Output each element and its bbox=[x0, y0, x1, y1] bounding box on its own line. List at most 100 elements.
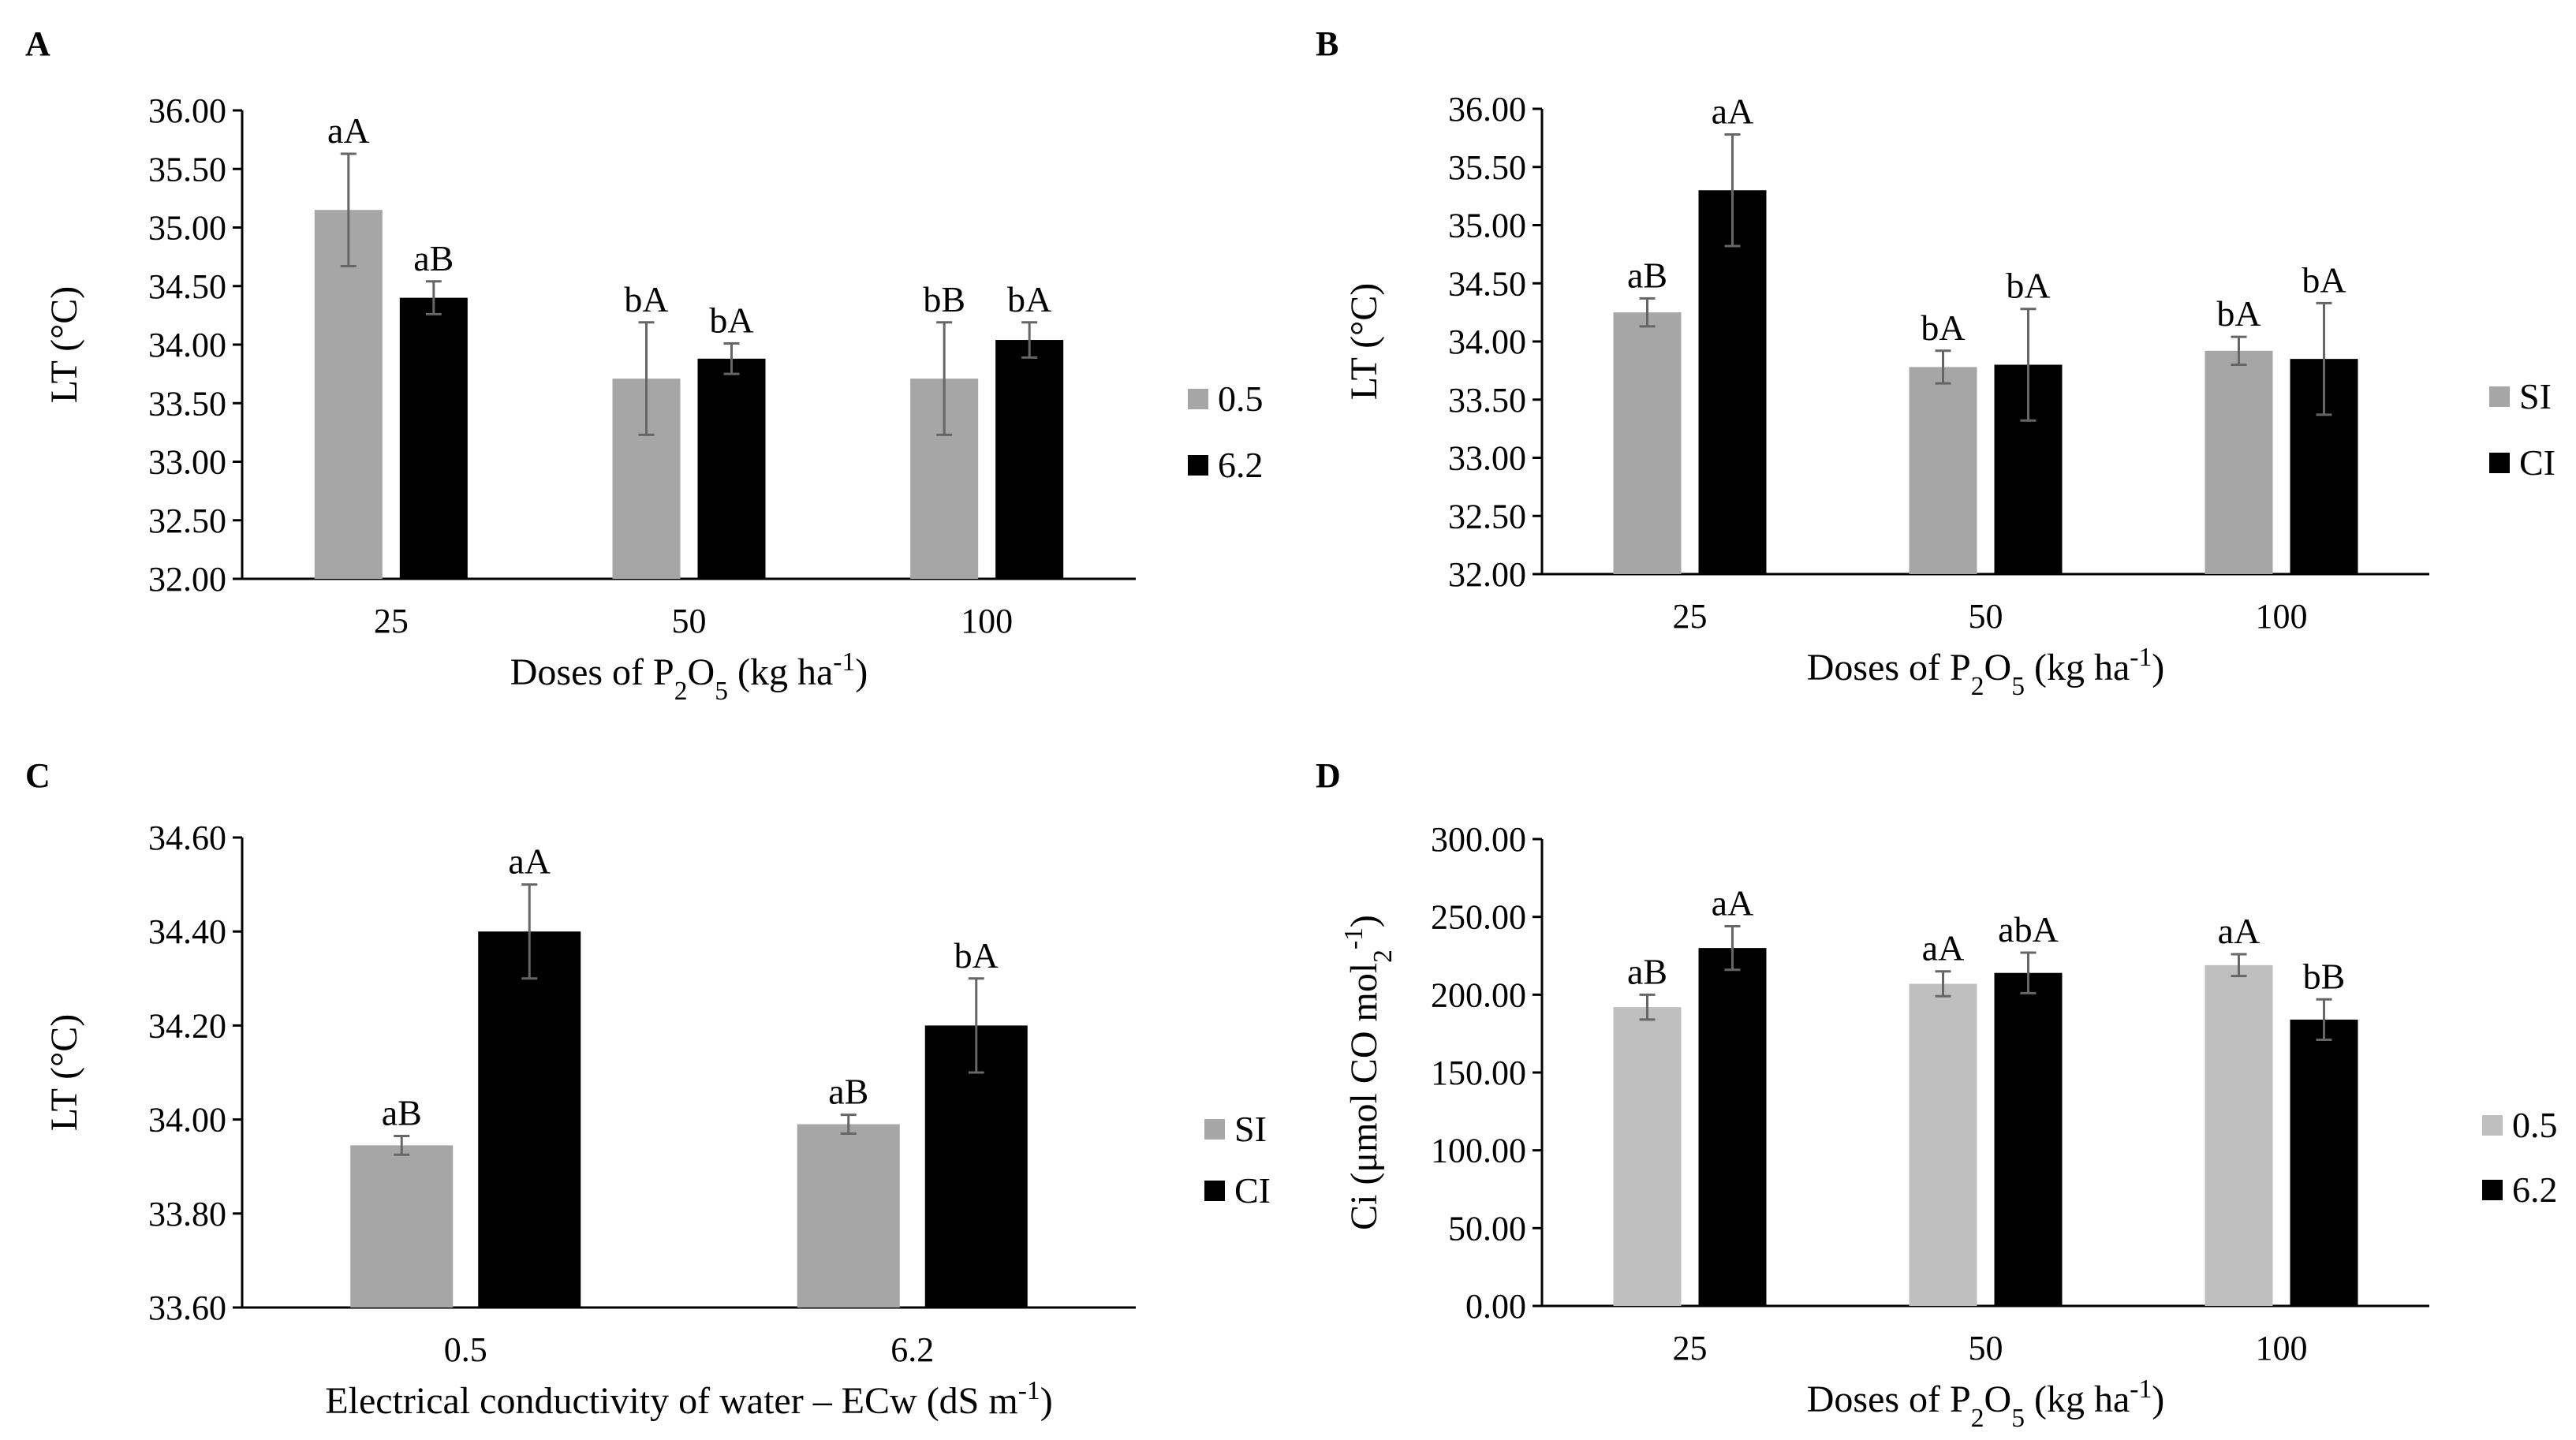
y-axis-title: Ci (μmol CO mol2-1) bbox=[1339, 915, 1398, 1230]
y-tick-label: 33.00 bbox=[148, 443, 226, 482]
y-tick-label: 32.50 bbox=[1448, 497, 1526, 535]
bar bbox=[2205, 964, 2273, 1306]
y-tick-label: 36.00 bbox=[1448, 90, 1526, 129]
y-tick-label: 32.50 bbox=[148, 502, 226, 540]
legend-swatch bbox=[2489, 453, 2510, 473]
y-tick-label: 34.60 bbox=[148, 819, 226, 857]
chart-panel-a: A 32.00 32.50 33.00 33.50 34.00 34.50 35.00 35.5… bbox=[25, 24, 1264, 706]
bar bbox=[1909, 367, 1977, 574]
y-tick-label: 50.00 bbox=[1448, 1209, 1526, 1248]
y-tick-label: 36.00 bbox=[148, 91, 226, 130]
y-tick-label: 33.80 bbox=[148, 1195, 226, 1233]
significance-label: bB bbox=[923, 279, 965, 319]
panel-letter: A bbox=[25, 24, 50, 63]
x-tick-label: 50 bbox=[1969, 597, 2003, 636]
x-tick-label: 50 bbox=[1969, 1329, 2003, 1367]
legend-label: SI bbox=[2519, 376, 2552, 416]
y-tick-label: 33.60 bbox=[148, 1289, 226, 1327]
significance-label: bA bbox=[624, 279, 668, 319]
y-axis-title: LT (°C) bbox=[43, 286, 85, 404]
significance-label: aB bbox=[1627, 951, 1667, 991]
x-tick-label: 25 bbox=[374, 602, 409, 640]
x-tick-label: 100 bbox=[961, 602, 1013, 640]
y-axis-title: LT (°C) bbox=[1343, 283, 1385, 401]
y-tick-label: 32.00 bbox=[148, 560, 226, 599]
significance-label: aA bbox=[327, 110, 370, 151]
bar bbox=[1698, 190, 1767, 574]
y-tick-label: 34.50 bbox=[1448, 264, 1526, 303]
legend-swatch bbox=[1204, 1181, 1225, 1201]
y-tick-label: 34.00 bbox=[1448, 323, 1526, 361]
bar bbox=[399, 297, 468, 579]
significance-label: bA bbox=[1921, 308, 1965, 348]
bar bbox=[350, 1145, 454, 1308]
y-tick-label: 250.00 bbox=[1431, 898, 1526, 937]
bar bbox=[1613, 1007, 1682, 1306]
bar bbox=[314, 210, 383, 579]
y-tick-label: 32.00 bbox=[1448, 555, 1526, 594]
panel-letter: D bbox=[1316, 756, 1341, 795]
x-tick-label: 25 bbox=[1673, 1329, 1708, 1367]
significance-label: bA bbox=[709, 300, 753, 341]
chart-panel-c: C 33.60 33.80 34.00 34.20 34.40 34.60 LT (°C) aB… bbox=[25, 756, 1271, 1422]
y-tick-label: 150.00 bbox=[1431, 1054, 1526, 1092]
significance-label: aB bbox=[413, 238, 454, 278]
bar bbox=[2205, 350, 2273, 574]
bar bbox=[1994, 972, 2063, 1306]
y-tick-label: 35.50 bbox=[148, 150, 226, 188]
significance-label: bA bbox=[2302, 259, 2346, 300]
legend-label: 6.2 bbox=[2512, 1170, 2558, 1210]
significance-label: bA bbox=[2006, 266, 2050, 306]
x-tick-label: 0.5 bbox=[444, 1330, 487, 1369]
bar bbox=[697, 358, 766, 579]
legend-label: CI bbox=[2519, 442, 2555, 483]
y-tick-label: 33.50 bbox=[1448, 381, 1526, 420]
bar bbox=[797, 1124, 900, 1308]
y-tick-label: 100.00 bbox=[1431, 1132, 1526, 1170]
y-tick-label: 200.00 bbox=[1431, 976, 1526, 1014]
legend-swatch bbox=[2482, 1180, 2503, 1200]
bar bbox=[2290, 1019, 2358, 1306]
legend-swatch bbox=[1188, 455, 1208, 476]
significance-label: abA bbox=[1998, 909, 2059, 949]
x-tick-label: 6.2 bbox=[890, 1330, 934, 1369]
significance-label: aA bbox=[1922, 928, 1965, 968]
bar bbox=[478, 931, 581, 1308]
y-tick-label: 35.00 bbox=[1448, 207, 1526, 245]
legend-label: SI bbox=[1234, 1109, 1267, 1149]
significance-label: aB bbox=[828, 1072, 868, 1112]
y-tick-label: 34.40 bbox=[148, 912, 226, 951]
significance-label: bA bbox=[1007, 279, 1051, 319]
legend-label: 0.5 bbox=[1218, 379, 1264, 419]
significance-label: bA bbox=[954, 935, 999, 976]
y-tick-label: 300.00 bbox=[1431, 820, 1526, 859]
legend-swatch bbox=[1188, 389, 1208, 409]
chart-panel-b: B 32.00 32.50 33.00 33.50 34.00 34.50 35.00 35.5… bbox=[1316, 24, 2555, 701]
legend-swatch bbox=[2482, 1115, 2503, 1136]
panel-letter: C bbox=[25, 756, 50, 795]
significance-label: aA bbox=[2218, 911, 2261, 951]
y-tick-label: 33.50 bbox=[148, 384, 226, 423]
legend-label: 0.5 bbox=[2512, 1105, 2558, 1145]
significance-label: aB bbox=[1627, 255, 1667, 295]
significance-label: bB bbox=[2303, 956, 2346, 996]
y-tick-label: 35.00 bbox=[148, 209, 226, 248]
y-tick-label: 34.00 bbox=[148, 1101, 226, 1140]
y-tick-label: 33.00 bbox=[1448, 439, 1526, 478]
x-axis-title: Doses of P2O5 (kg ha-1) bbox=[510, 647, 868, 706]
y-tick-label: 35.50 bbox=[1448, 148, 1526, 187]
legend-label: CI bbox=[1234, 1170, 1271, 1211]
significance-label: bA bbox=[2216, 293, 2261, 334]
y-tick-label: 0.00 bbox=[1465, 1287, 1526, 1326]
x-axis-title: Doses of P2O5 (kg ha-1) bbox=[1807, 643, 2165, 701]
y-tick-label: 34.00 bbox=[148, 326, 226, 364]
x-tick-label: 50 bbox=[672, 602, 707, 640]
y-axis-title: LT (°C) bbox=[43, 1014, 85, 1132]
significance-label: aA bbox=[1712, 91, 1754, 131]
legend-swatch bbox=[1204, 1119, 1225, 1140]
x-axis-title: Electrical conductivity of water – ECw (… bbox=[325, 1376, 1052, 1423]
x-tick-label: 25 bbox=[1673, 597, 1708, 636]
bar bbox=[1613, 312, 1682, 574]
chart-panel-d: D 0.00 50.00 100.00 150.00 200.00 250.00 300.00… bbox=[1316, 756, 2558, 1433]
bar bbox=[995, 340, 1064, 579]
